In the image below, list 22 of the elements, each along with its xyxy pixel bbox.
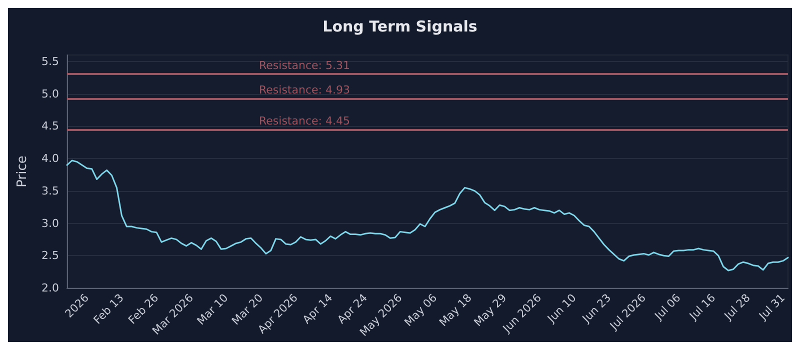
ref-line-label: Resistance: 4.93 [259,83,350,96]
line-series [66,160,789,272]
y-tick-label: 4.5 [42,120,59,133]
x-tick-label: Jun 10 [544,291,579,326]
ref-line-label: Resistance: 5.31 [259,58,350,72]
y-axis-title: Price [15,156,30,188]
x-tick-label: Jul 16 [686,291,718,324]
x-tick-label: Jul 28 [721,291,753,324]
y-tick-label: 5.0 [42,87,59,100]
y-tick-label: 5.5 [42,54,59,68]
x-tick-label: Feb 13 [90,291,126,327]
chart-title: Long Term Signals [322,18,478,36]
x-tick-label: Apr 14 [300,291,336,326]
ref-line-label: Resistance: 4.45 [259,114,350,128]
x-tick-label: Jul 31 [756,291,788,324]
y-tick-label: 2.5 [42,249,59,262]
x-tick-label: Mar 10 [194,291,231,328]
y-tick-label: 3.0 [42,216,59,230]
y-tick-label: 4.0 [42,152,59,166]
y-tick-label: 2.0 [42,282,59,294]
x-tick-label: Jul 06 [652,291,684,324]
y-tick-label: 3.5 [42,184,59,198]
